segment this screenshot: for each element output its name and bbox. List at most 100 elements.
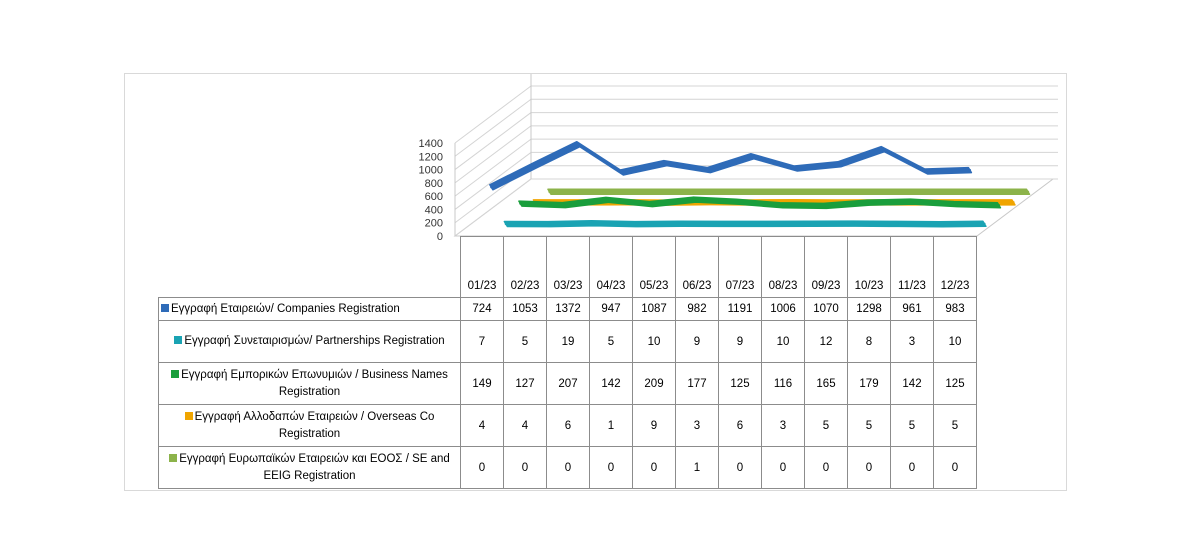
data-point (983, 222, 986, 226)
data-point (954, 202, 957, 206)
category-header: 08/23 (761, 236, 805, 298)
category-header: 01/23 (460, 236, 504, 298)
data-point (881, 147, 885, 151)
table-cell: 116 (761, 362, 805, 405)
data-point (722, 222, 725, 226)
table-row: Εγγραφή Εταιρειών/ Companies Registratio… (158, 297, 977, 321)
y-tick-label: 0 (437, 231, 443, 243)
table-cell: 4 (503, 404, 547, 447)
series-name: Εγγραφή Ευρωπαϊκών Εταιρειών και ΕΟΟΣ / … (179, 452, 450, 482)
table-cell: 0 (632, 446, 676, 489)
data-point (838, 163, 841, 166)
table-body: Εγγραφή Εταιρειών/ Companies Registratio… (158, 297, 977, 489)
table-row: Εγγραφή Συνεταιρισμών/ Partnerships Regi… (158, 320, 977, 363)
category-header: 12/23 (933, 236, 977, 298)
table-cell: 724 (460, 297, 504, 321)
table-cell: 12 (804, 320, 848, 363)
table-cell: 1070 (804, 297, 848, 321)
table-cell: 6 (718, 404, 762, 447)
series-name: Εγγραφή Αλλοδαπών Εταιρειών / Overseas C… (194, 410, 435, 440)
data-table: 01/23 02/23 03/23 04/23 05/23 06/23 07/23 08/23… (158, 236, 977, 489)
table-cell: 3 (761, 404, 805, 447)
table-cell: 0 (933, 446, 977, 489)
data-point (983, 190, 986, 193)
series-line-1 (503, 219, 987, 228)
y-tick-label: 600 (425, 191, 443, 203)
side-gridline (454, 112, 532, 170)
table-cell: 982 (675, 297, 719, 321)
table-cell: 961 (890, 297, 934, 321)
series-name: Εγγραφή Συνεταιρισμών/ Partnerships Regi… (184, 335, 445, 347)
data-point (548, 190, 551, 193)
table-corner (159, 237, 461, 298)
data-point (809, 222, 812, 226)
y-tick-label: 1200 (419, 151, 443, 163)
data-point (997, 204, 1001, 207)
side-gridline (454, 152, 532, 210)
legend-key (174, 336, 183, 344)
data-point (635, 190, 638, 193)
data-point (649, 202, 653, 206)
table-cell: 0 (589, 446, 633, 489)
series-name: Εγγραφή Εταιρειών/ Companies Registratio… (171, 302, 400, 315)
table-cell: 177 (675, 362, 719, 405)
side-gridline (454, 178, 532, 237)
category-header: 06/23 (675, 236, 719, 298)
table-cell: 1053 (503, 297, 547, 321)
data-point (577, 143, 580, 146)
category-header: 09/23 (804, 236, 848, 298)
table-cell: 5 (933, 404, 977, 447)
category-header: 11/23 (890, 236, 934, 298)
table-cell: 9 (718, 320, 762, 363)
table-cell: 1191 (718, 297, 762, 321)
table-cell: 9 (632, 404, 676, 447)
table-cell: 7 (460, 320, 504, 363)
table-cell: 5 (890, 404, 934, 447)
table-cell: 1006 (761, 297, 805, 321)
table-cell: 5 (804, 404, 848, 447)
data-point (620, 171, 624, 174)
table-cell: 0 (460, 446, 504, 489)
legend-key (169, 453, 178, 462)
table-cell: 1087 (632, 297, 676, 321)
data-point (591, 222, 595, 225)
y-tick-label: 200 (425, 218, 443, 230)
table-cell: 947 (589, 297, 633, 321)
table-cell: 179 (847, 362, 891, 405)
data-point (751, 155, 754, 158)
table-cell: 1 (675, 446, 719, 489)
data-point (519, 202, 522, 205)
table-header-row: 01/23 02/23 03/23 04/23 05/23 06/23 07/23 08/23… (159, 236, 977, 298)
table-cell: 142 (890, 362, 934, 405)
data-point (939, 190, 943, 193)
legend-key (171, 369, 180, 378)
data-point (765, 190, 769, 193)
data-point (736, 200, 740, 204)
table-cell: 5 (847, 404, 891, 447)
data-point (852, 190, 856, 193)
series-label: Εγγραφή Ευρωπαϊκών Εταιρειών και ΕΟΟΣ / … (158, 446, 461, 489)
table-cell: 10 (933, 320, 977, 363)
legend-key (184, 411, 193, 420)
data-point (664, 161, 667, 165)
data-point (968, 168, 972, 172)
data-point (809, 190, 812, 193)
data-point (548, 222, 551, 226)
data-point (896, 190, 899, 193)
table-cell: 0 (546, 446, 590, 489)
table-row: Εγγραφή Ευρωπαϊκών Εταιρειών και ΕΟΟΣ / … (158, 446, 977, 489)
series-label: Εγγραφή Αλλοδαπών Εταιρειών / Overseas C… (158, 404, 461, 447)
data-point (533, 164, 537, 167)
series-line-4 (547, 188, 1031, 196)
y-tick-label: 1400 (419, 138, 443, 150)
table-cell: 142 (589, 362, 633, 405)
series-line-0 (489, 140, 973, 191)
data-point (852, 222, 856, 225)
table-cell: 125 (933, 362, 977, 405)
table-cell: 6 (546, 404, 590, 447)
side-gridline (454, 138, 532, 197)
side-gridline (454, 98, 532, 157)
y-tick-label: 800 (425, 178, 443, 190)
data-point (693, 198, 696, 201)
legend-key (161, 303, 169, 312)
